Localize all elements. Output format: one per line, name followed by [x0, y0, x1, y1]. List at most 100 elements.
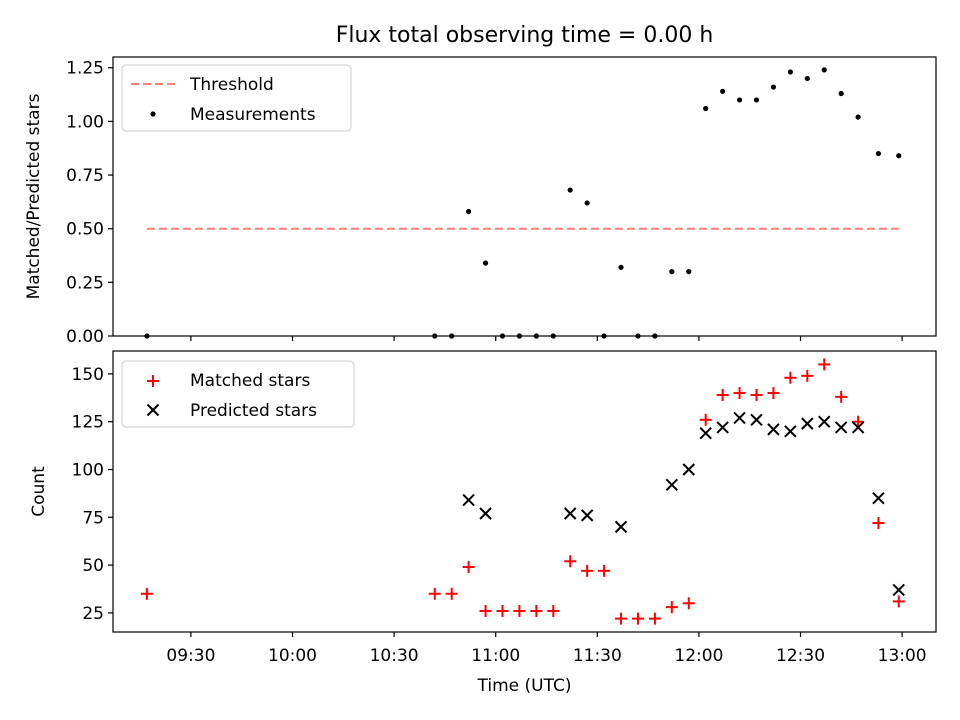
matched-star-point	[750, 388, 763, 401]
top-y-tick-label: 0.50	[66, 220, 104, 240]
matched-star-point	[581, 564, 594, 577]
x-stroke-b	[892, 583, 905, 597]
x-tick-label: 12:30	[776, 646, 825, 666]
threshold-legend-label: Threshold	[189, 75, 274, 95]
matched-star-point	[445, 587, 458, 600]
matched-star-point	[784, 371, 797, 384]
bottom-y-tick-label: 50	[82, 556, 104, 576]
top-y-axis: 0.00 0.25 0.50 0.75 1.00 1.25	[66, 59, 113, 347]
bottom-plot-content	[140, 358, 905, 625]
predicted-star-point	[580, 509, 594, 522]
matched-star-point	[716, 388, 729, 401]
matched-star-point	[835, 390, 848, 403]
bottom-panel: 25 50 75 100 125 150 09:30 10:00 10:30 11:00 11:3…	[29, 350, 937, 696]
predicted-star-point	[750, 413, 763, 427]
matched-star-point	[892, 595, 905, 608]
bottom-x-axis: 09:30 10:00 10:30 11:00 11:30 12:00 12:30 13:00	[166, 632, 927, 666]
predicted-star-point	[767, 423, 780, 436]
predicted-star-point	[479, 507, 492, 520]
matched-star-point	[479, 604, 492, 617]
measurement-point	[584, 200, 590, 206]
matched-star-point	[564, 555, 577, 568]
predicted-star-point	[784, 425, 797, 438]
matched-star-point	[615, 612, 628, 625]
matched-star-point	[530, 604, 543, 617]
matched-star-point	[665, 601, 678, 614]
predicted-star-point	[872, 491, 885, 505]
bottom-y-tick-label: 25	[82, 604, 104, 624]
matched-stars-legend-label: Matched stars	[190, 371, 310, 391]
x-stroke-b	[750, 413, 763, 427]
measurement-point	[804, 75, 810, 82]
matched-star-point	[140, 587, 153, 600]
x-stroke-b	[479, 507, 492, 520]
predicted-star-point	[564, 507, 577, 520]
x-axis-label: Time (UTC)	[477, 676, 572, 696]
measurement-point	[669, 269, 675, 275]
matched-star-point	[682, 597, 695, 610]
matched-star-point	[767, 387, 780, 400]
x-stroke-b	[733, 411, 746, 425]
top-panel: Flux total observing time = 0.00 h 0.000…	[24, 23, 937, 347]
matched-star-point	[733, 387, 746, 400]
measurement-point	[875, 150, 882, 157]
x-stroke-b	[767, 423, 780, 436]
measurement-point	[736, 97, 743, 103]
matched-star-point	[818, 358, 831, 371]
bottom-plot-frame	[112, 350, 937, 633]
predicted-star-point	[682, 463, 695, 476]
matched-star-point	[852, 415, 865, 428]
predicted-star-point	[733, 411, 746, 425]
measurement-point	[720, 88, 726, 94]
x-stroke-b	[801, 417, 814, 430]
matched-star-point	[872, 517, 885, 530]
bottom-y-tick-label: 100	[72, 461, 104, 481]
x-tick-label: 11:00	[471, 646, 520, 666]
measurement-point	[753, 97, 760, 103]
measurement-point	[855, 114, 861, 120]
predicted-star-point	[665, 478, 679, 492]
matched-stars-legend-marker	[147, 375, 159, 387]
x-stroke-b	[784, 425, 797, 438]
top-y-tick-label: 0.75	[66, 166, 104, 186]
measurement-point	[821, 67, 827, 73]
top-plot-frame	[112, 56, 937, 337]
predicted-star-point	[834, 421, 848, 434]
matched-star-point	[462, 561, 475, 574]
x-tick-label: 13:00	[878, 646, 927, 666]
matched-star-point	[598, 564, 611, 577]
x-stroke-b	[580, 509, 594, 522]
measurement-point	[896, 153, 902, 159]
predicted-star-point	[462, 493, 475, 507]
x-stroke-b	[872, 491, 885, 505]
x-stroke-b	[818, 415, 831, 428]
matched-star-point	[513, 604, 526, 617]
top-legend-box	[121, 64, 352, 132]
matched-star-point	[428, 587, 441, 600]
x-tick-label: 10:30	[370, 646, 419, 666]
x-stroke-b	[716, 421, 729, 434]
predicted-star-point	[716, 421, 729, 434]
measurement-point	[838, 90, 844, 97]
matched-star-point	[496, 604, 509, 617]
x-stroke-b	[462, 493, 475, 507]
top-y-tick-label: 0.00	[66, 327, 104, 347]
top-y-tick-label: 1.25	[66, 59, 104, 79]
x-stroke-b	[699, 426, 712, 440]
x-stroke-b	[564, 507, 577, 520]
bottom-y-tick-label: 150	[72, 365, 104, 385]
top-y-axis-label: Matched/Predicted stars	[24, 93, 44, 299]
x-stroke-b	[682, 463, 695, 476]
measurement-point	[770, 84, 777, 90]
measurement-point	[618, 264, 624, 270]
bottom-legend: Matched stars Predicted stars	[121, 360, 355, 428]
bottom-legend-box	[121, 360, 355, 428]
bottom-y-tick-label: 125	[72, 413, 104, 433]
matched-star-point	[631, 612, 644, 625]
predicted-stars-legend-label: Predicted stars	[190, 401, 317, 421]
predicted-star-point	[801, 417, 814, 430]
measurement-point	[787, 69, 793, 75]
measurements-legend-marker	[150, 111, 156, 117]
predicted-star-point	[851, 421, 865, 434]
